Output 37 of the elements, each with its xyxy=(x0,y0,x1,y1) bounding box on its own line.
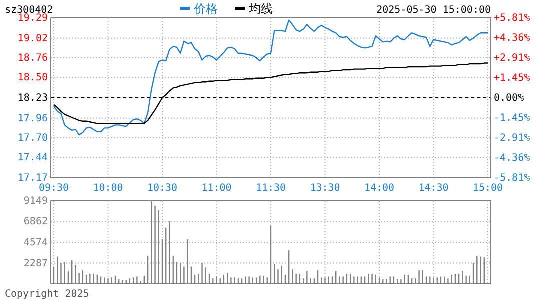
y-tick-label: 9149 xyxy=(24,196,48,207)
x-tick-label: 11:00 xyxy=(202,183,232,194)
x-tick-label: 10:00 xyxy=(93,183,124,194)
y-tick-label: 17.70 xyxy=(18,133,48,144)
line-series xyxy=(53,20,489,136)
y-tick-label: 2287 xyxy=(24,258,48,270)
legend-label: 均线 xyxy=(248,2,273,16)
x-tick-label: 11:30 xyxy=(256,183,286,194)
x-tick-label: 14:30 xyxy=(418,183,449,194)
y-tick-label: 18.50 xyxy=(18,72,48,84)
line-series xyxy=(53,62,489,124)
y2-tick-label: +5.81% xyxy=(494,13,530,24)
x-tick-label: 09:30 xyxy=(38,183,70,194)
y-tick-label: 19.02 xyxy=(18,33,48,44)
text: Copyright 2025 xyxy=(5,289,90,300)
x-tick-label: 15:00 xyxy=(472,183,504,194)
y2-tick-label: -1.45% xyxy=(494,112,530,124)
y2-tick-label: -5.81% xyxy=(494,173,530,184)
y-tick-label: 17.17 xyxy=(18,173,48,184)
y-tick-label: 18.76 xyxy=(18,53,48,64)
y-tick-label: 18.23 xyxy=(18,93,48,104)
y-tick-label: 6862 xyxy=(24,216,48,228)
y2-tick-label: 0.00% xyxy=(494,93,524,104)
y-tick-label: 17.96 xyxy=(18,113,48,124)
y-tick-label: 17.44 xyxy=(18,152,48,164)
y-tick-label: 19.29 xyxy=(18,13,48,24)
chart-subtitle: 2025-05-30 15:00:00 xyxy=(376,5,491,16)
y2-tick-label: -4.36% xyxy=(494,153,530,164)
legend-label: 价格 xyxy=(193,2,218,16)
x-tick-label: 14:00 xyxy=(364,183,395,194)
y2-tick-label: -2.91% xyxy=(494,133,530,144)
x-tick-label: 13:30 xyxy=(310,183,340,194)
y-tick-label: 4574 xyxy=(24,238,48,249)
y2-tick-label: +1.45% xyxy=(494,73,530,84)
y2-tick-label: +2.91% xyxy=(494,52,530,64)
y2-tick-label: +4.36% xyxy=(494,32,530,44)
x-tick-label: 10:30 xyxy=(147,183,178,194)
